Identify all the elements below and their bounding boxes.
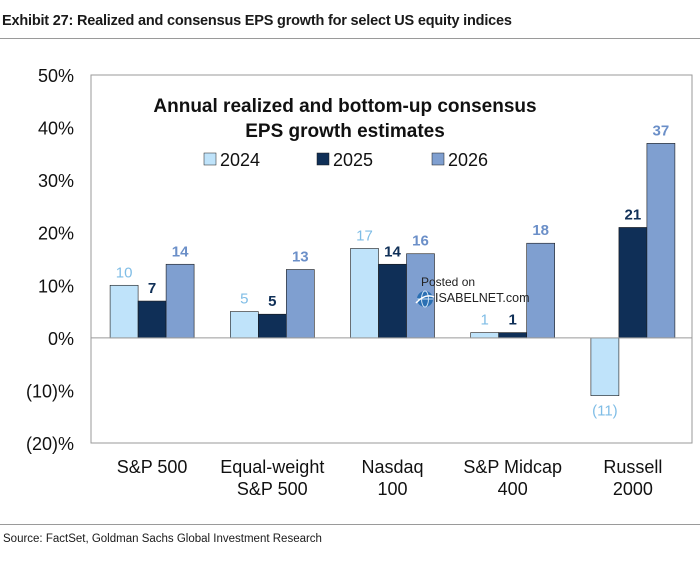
x-category-label: S&P 500 [237,479,308,499]
data-labels-group: 10 7 14 5 5 13 17 14 16 1 1 18 (11) 21 37 [116,122,669,419]
data-label-2026-3: 18 [532,222,549,239]
data-label-2026-0: 14 [172,243,189,260]
data-label-2025-0: 7 [148,280,156,297]
bar-2024-2 [350,248,379,339]
bar-2025-1 [257,313,287,339]
data-label-2024-1: 5 [240,291,248,308]
watermark-line2: ISABELNET.com [435,291,530,305]
x-category-label: 100 [377,479,407,499]
top-rule [0,38,700,39]
bar-2025-0 [137,300,167,339]
bar-2026-0 [165,263,195,339]
legend-swatch-2024 [203,152,217,166]
y-tick-label: 30% [38,171,74,191]
globe-icon [415,290,435,308]
bar-2026-4 [646,143,676,339]
bar-2025-4 [618,227,648,339]
legend-label-2026: 2026 [448,150,488,170]
y-tick-label: 40% [38,119,74,139]
watermark: Posted on ISABELNET.com [415,275,565,315]
data-label-2025-4: 21 [625,206,642,223]
data-label-2025-3: 1 [509,312,517,329]
y-tick-label: 0% [48,329,74,349]
data-label-2026-4: 37 [653,122,670,139]
data-label-2026-2: 16 [412,233,429,250]
y-tick-label: (20)% [26,434,74,454]
data-label-2024-2: 17 [356,227,373,244]
y-tick-label: 20% [38,224,74,244]
data-label-2024-4: (11) [592,403,618,420]
data-label-2024-3: 1 [481,312,489,329]
chart-title-line2: EPS growth estimates [245,121,445,142]
bar-2024-3 [470,332,500,339]
bar-2024-4 [590,337,620,396]
legend-label-2025: 2025 [333,150,373,170]
bar-2026-1 [285,269,315,339]
x-category-label: S&P Midcap [463,457,562,477]
chart-title-line1: Annual realized and bottom-up consensus [153,96,536,117]
x-category-label: 2000 [613,479,653,499]
y-tick-label: 50% [38,66,74,86]
legend-swatch-2026 [431,152,445,166]
bar-2024-0 [109,284,139,339]
bar-2026-3 [526,242,556,339]
legend-label-2024: 2024 [220,150,260,170]
bottom-rule [0,524,700,525]
bar-2025-3 [498,332,528,339]
eps-growth-chart: 50%40%30%20%10%0%(10)%(20)%S&P 500 Equal-… [26,66,693,499]
plot-frame [90,74,693,444]
bar-2024-1 [230,311,259,339]
y-tick-label: (10)% [26,381,74,401]
y-tick-label: 10% [38,276,74,296]
bars-group [109,143,676,396]
axis-group: 50%40%30%20%10%0%(10)%(20)%S&P 500 Equal-… [26,66,692,499]
x-category-label: Russell [603,457,662,477]
x-category-label: Equal-weight [220,457,324,477]
x-category-label: S&P 500 [117,457,188,477]
legend-swatch-2025 [316,152,330,166]
x-category-label: Nasdaq [361,457,423,477]
data-label-2026-1: 13 [292,249,309,266]
data-label-2025-1: 5 [268,293,276,310]
data-label-2024-0: 10 [116,264,133,281]
exhibit-title: Exhibit 27: Realized and consensus EPS g… [2,13,512,29]
watermark-line1: Posted on [421,275,476,289]
data-label-2025-2: 14 [384,243,401,260]
source-note: Source: FactSet, Goldman Sachs Global In… [3,533,322,545]
bar-2025-2 [378,263,407,339]
x-category-label: 400 [498,479,528,499]
legend: 2024 2025 2026 [203,150,488,170]
